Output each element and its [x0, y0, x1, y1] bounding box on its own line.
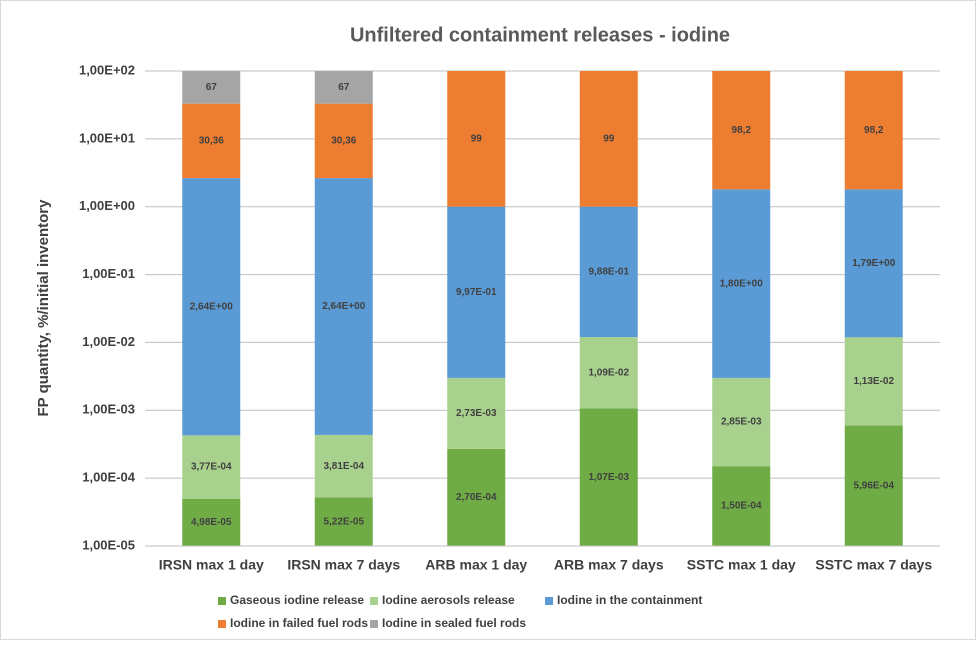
- legend-label: Iodine aerosols release: [382, 593, 515, 607]
- bar-segment: [447, 377, 506, 449]
- bar-segment: [844, 337, 903, 426]
- data-label: 98,2: [732, 125, 752, 136]
- y-tick-label: 1,00E-04: [82, 470, 136, 485]
- y-tick-label: 1,00E-03: [82, 402, 135, 417]
- y-tick-label: 1,00E+02: [79, 62, 135, 77]
- bar-segment: [579, 337, 638, 409]
- bar-segment: [579, 206, 638, 338]
- legend-swatch: [218, 620, 226, 628]
- bar-segment: [182, 103, 241, 179]
- data-label: 1,80E+00: [720, 278, 764, 289]
- bar-segment: [447, 448, 506, 546]
- data-label: 1,79E+00: [852, 258, 896, 269]
- bar-segment: [844, 70, 903, 190]
- data-label: 1,07E-03: [588, 472, 629, 483]
- bar-segment: [712, 70, 771, 190]
- legend-label: Gaseous iodine release: [230, 593, 364, 607]
- x-tick-label: ARB max 7 days: [554, 557, 664, 573]
- bar-segment: [844, 425, 903, 546]
- data-label: 30,36: [331, 136, 356, 147]
- bar-segment: [314, 434, 373, 498]
- data-label: 5,22E-05: [323, 516, 364, 527]
- data-label: 1,13E-02: [853, 376, 894, 387]
- data-label: 9,97E-01: [456, 287, 497, 298]
- x-tick-label: ARB max 1 day: [425, 557, 527, 573]
- y-tick-label: 1,00E-01: [82, 266, 135, 281]
- legend-label: Iodine in failed fuel rods: [230, 616, 368, 630]
- bar-segment: [182, 70, 241, 104]
- bar-segment: [712, 466, 771, 546]
- y-tick-label: 1,00E-05: [82, 537, 135, 552]
- x-tick-label: IRSN max 1 day: [159, 557, 264, 573]
- bar-segment: [182, 178, 241, 436]
- y-tick-label: 1,00E+01: [79, 130, 135, 145]
- bar-segment: [182, 498, 241, 546]
- x-tick-label: IRSN max 7 days: [287, 557, 400, 573]
- data-label: 1,50E-04: [721, 501, 762, 512]
- bar-segment: [579, 71, 638, 207]
- data-label: 4,98E-05: [191, 517, 232, 528]
- data-label: 9,88E-01: [588, 267, 629, 278]
- data-label: 1,09E-02: [588, 367, 629, 378]
- bar-segment: [314, 497, 373, 546]
- legend-swatch: [370, 597, 378, 605]
- data-label: 98,2: [864, 125, 884, 136]
- data-label: 2,73E-03: [456, 408, 497, 419]
- data-label: 3,81E-04: [323, 461, 364, 472]
- bar-segment: [447, 206, 506, 378]
- y-tick-label: 1,00E-02: [82, 334, 135, 349]
- data-label: 99: [603, 133, 615, 144]
- legend-label: Iodine in sealed fuel rods: [382, 616, 526, 630]
- legend-swatch: [370, 620, 378, 628]
- bar-segment: [314, 103, 373, 179]
- data-label: 30,36: [199, 136, 224, 147]
- data-label: 2,85E-03: [721, 417, 762, 428]
- data-label: 2,64E+00: [322, 301, 366, 312]
- data-label: 5,96E-04: [853, 480, 894, 491]
- data-label: 67: [206, 82, 218, 93]
- x-tick-label: SSTC max 7 days: [815, 557, 932, 573]
- y-axis-label: FP quantity, %/initial inventory: [35, 199, 52, 417]
- data-label: 2,70E-04: [456, 492, 497, 503]
- x-tick-label: SSTC max 1 day: [687, 557, 796, 573]
- legend-label: Iodine in the containment: [557, 593, 702, 607]
- chart-title: Unfiltered containment releases - iodine: [350, 24, 730, 46]
- data-label: 99: [471, 133, 483, 144]
- bar-segment: [447, 71, 506, 207]
- bar-segment: [314, 178, 373, 435]
- legend-swatch: [545, 597, 553, 605]
- bar-segment: [712, 377, 771, 467]
- bar-segment: [712, 189, 771, 378]
- y-tick-label: 1,00E+00: [79, 198, 135, 213]
- bar-segment: [182, 435, 241, 499]
- data-label: 67: [338, 82, 350, 93]
- data-label: 2,64E+00: [190, 301, 234, 312]
- data-label: 3,77E-04: [191, 462, 232, 473]
- legend-swatch: [218, 597, 226, 605]
- bar-segment: [844, 189, 903, 338]
- bar-segment: [314, 70, 373, 104]
- bar-segment: [579, 408, 638, 546]
